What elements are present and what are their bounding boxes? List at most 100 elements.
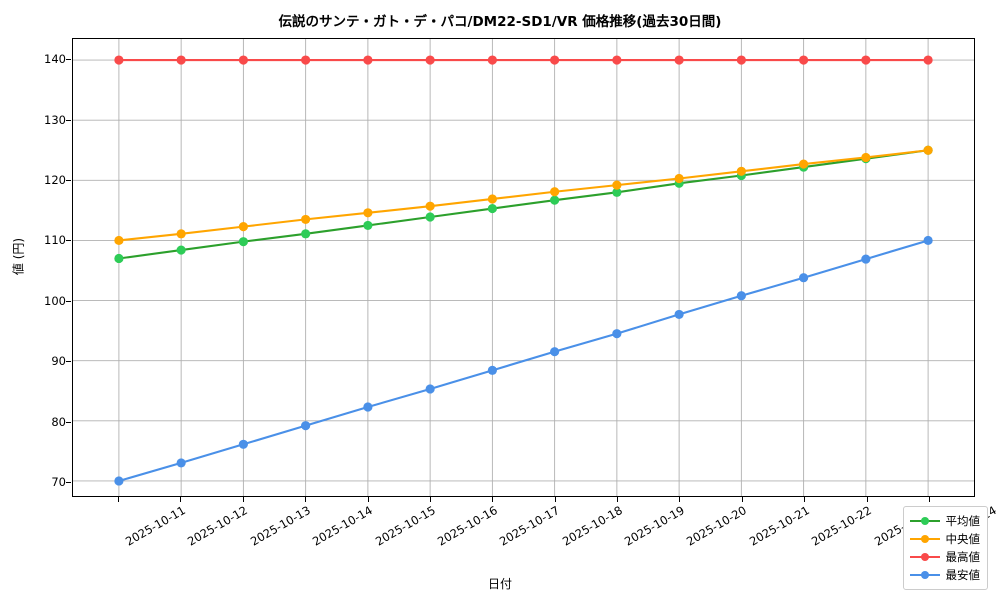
x-tick-label: 2025-10-14 [310,503,375,549]
legend-label: 中央値 [945,532,981,546]
data-point-marker [363,55,373,65]
y-tick-label: 70 [51,474,66,489]
data-point-marker [736,55,746,65]
x-tick-mark [741,497,743,502]
y-axis-tick-labels: 70 80 90 100 110 120 130 140 [18,38,66,497]
legend-swatch-icon [909,568,940,582]
data-point-marker [612,55,622,65]
data-point-marker [487,203,497,214]
data-point-marker [114,476,124,486]
series-lines [114,55,933,486]
data-point-marker [861,55,871,65]
x-tick-mark [617,497,619,502]
data-point-marker [612,329,622,339]
legend-item[interactable]: 最安値 [909,566,981,584]
data-point-marker [301,55,311,65]
y-tick-label: 140 [44,52,66,67]
y-axis-tick-marks [0,38,72,497]
y-tick-mark [66,59,71,61]
data-point-marker [238,439,248,449]
y-tick-mark [66,421,71,423]
data-point-marker [674,173,684,184]
x-tick-mark [554,497,556,502]
plot-area [72,38,975,497]
legend-swatch-icon [909,532,940,546]
grid-lines [73,39,974,496]
data-point-marker [550,187,560,197]
y-tick-mark [66,179,71,181]
x-axis-label: 日付 [487,577,512,591]
x-tick-mark [929,497,930,502]
chart-legend: 平均値中央値最高値最安値 [902,506,988,590]
data-point-marker [238,55,248,65]
data-point-marker [425,201,435,211]
series-line [117,149,930,242]
legend-swatch-icon [909,550,940,564]
data-point-marker [487,55,497,65]
y-tick-label: 130 [44,112,66,127]
data-point-marker [363,208,373,218]
y-tick-mark [66,300,71,302]
y-tick-mark [66,119,71,121]
series-line [117,239,930,483]
legend-label: 最安値 [945,568,981,582]
data-point-marker [612,180,622,190]
data-point-marker [861,152,871,163]
legend-item[interactable]: 最高値 [909,548,981,566]
y-tick-label: 100 [44,293,66,308]
legend-item[interactable]: 平均値 [909,512,981,530]
x-tick-label: 2025-10-20 [684,503,750,549]
x-tick-label: 2025-10-19 [622,503,687,549]
y-tick-label: 90 [51,354,66,369]
x-tick-label: 2025-10-16 [434,503,500,549]
data-point-marker [674,309,684,319]
data-point-marker [238,237,248,247]
chart-title: 伝説のサンテ・ガト・デ・パコ/DM22-SD1/VR 価格推移(過去30日間) [278,14,722,30]
data-point-marker [923,55,933,65]
data-point-marker [923,145,933,155]
data-point-marker [301,214,311,224]
legend-item[interactable]: 中央値 [909,530,981,548]
x-tick-label: 2025-10-13 [247,503,313,549]
legend-label: 最高値 [945,550,981,564]
data-point-marker [238,222,248,232]
legend-swatch-icon [909,514,940,528]
x-tick-label: 2025-10-15 [372,503,438,549]
data-point-marker [550,55,560,65]
data-point-marker [363,402,373,412]
data-point-marker [736,166,746,176]
data-point-marker [550,195,560,205]
data-point-marker [861,254,871,264]
data-point-marker [114,55,124,65]
y-tick-mark [66,361,71,363]
x-tick-mark [118,497,119,502]
x-tick-mark [429,497,431,502]
x-tick-mark [367,497,369,502]
data-point-marker [114,253,124,264]
x-axis-tick-labels: 2025-10-11 2025-10-12 2025-10-13 2025-10-14… [72,503,999,573]
data-point-marker [363,220,373,230]
data-point-marker [425,55,435,65]
x-tick-label: 2025-10-17 [497,503,563,549]
data-point-marker [176,245,186,255]
data-point-marker [176,458,186,468]
x-tick-mark [866,497,868,502]
x-tick-mark [679,497,681,502]
data-point-marker [612,187,622,197]
x-tick-mark [492,497,494,502]
y-tick-label: 120 [44,172,66,187]
x-tick-mark [305,497,307,502]
legend-label: 平均値 [945,514,981,528]
data-point-marker [799,55,809,65]
data-point-marker [550,347,560,357]
y-tick-mark [66,481,71,483]
data-point-marker [736,291,746,301]
y-tick-label: 110 [44,233,66,248]
x-tick-label: 2025-10-21 [746,503,812,549]
data-point-marker [425,384,435,394]
y-tick-mark [66,240,71,242]
y-tick-label: 80 [51,414,66,429]
data-point-marker [176,55,186,65]
x-tick-label: 2025-10-18 [559,503,625,549]
